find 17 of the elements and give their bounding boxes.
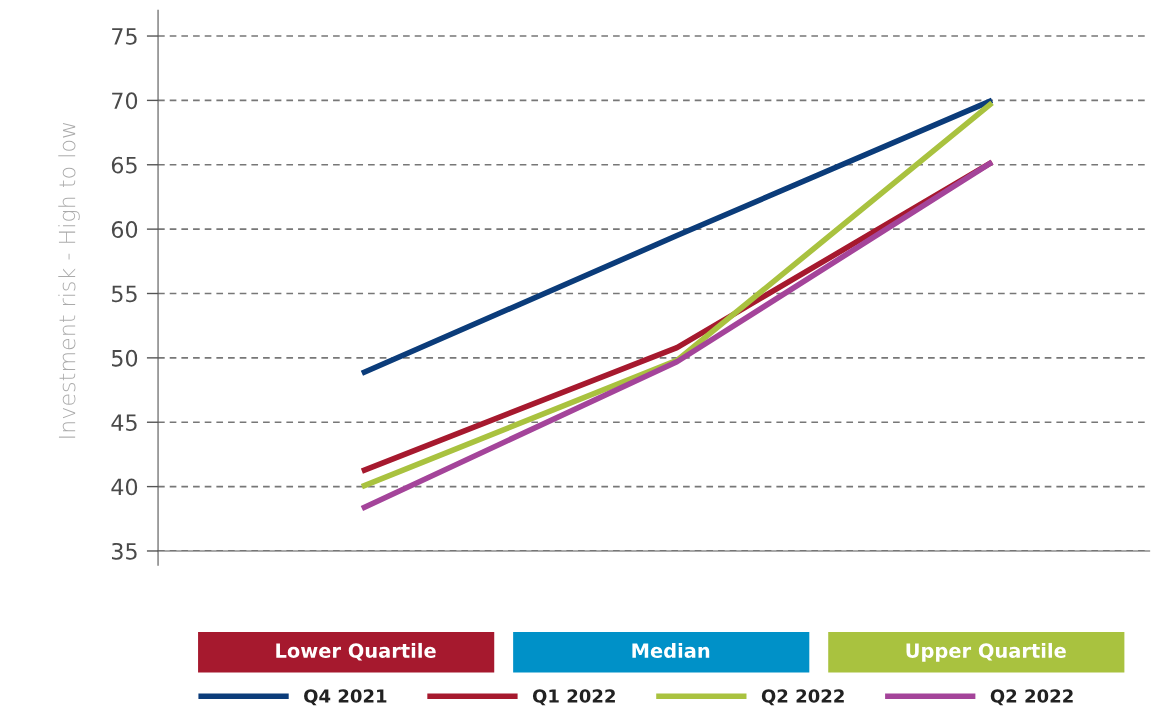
x-tick-label: Lower Quartile [276, 642, 436, 661]
legend-label: Q4 2021 [304, 689, 387, 706]
y-tick-label: 65 [111, 156, 137, 174]
y-tick-label: 45 [111, 414, 137, 431]
y-tick-label: 55 [112, 285, 137, 303]
y-tick-label: 50 [112, 349, 138, 367]
x-tick-label: Median [632, 642, 710, 658]
y-tick-label: 40 [111, 478, 138, 496]
legend-label: Q2 2022 [990, 689, 1073, 706]
x-tick-label: Upper Quartile [906, 642, 1066, 662]
y-tick-label: 70 [112, 92, 138, 110]
legend-label: Q2 2022 [761, 689, 844, 706]
y-axis-title: Investment risk - High to low [58, 122, 80, 438]
y-tick-label: 75 [112, 28, 137, 45]
y-tick-label: 60 [111, 221, 138, 238]
y-tick-label: 35 [112, 542, 137, 560]
legend-label: Q1 2022 [532, 689, 615, 706]
